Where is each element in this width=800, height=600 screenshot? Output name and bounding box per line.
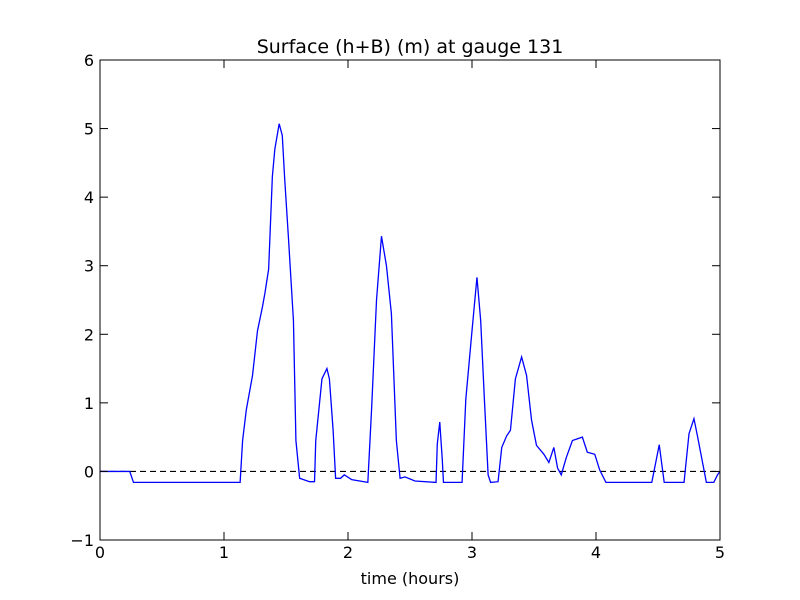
x-axis-label: time (hours) (361, 569, 460, 588)
y-tick-label: 1 (84, 394, 94, 413)
data-line (100, 123, 721, 484)
x-tick-label: 0 (95, 543, 105, 562)
plot-frame (99, 59, 721, 541)
x-tick-label: 2 (343, 543, 353, 562)
x-tick-label: 4 (591, 543, 601, 562)
chart-title: Surface (h+B) (m) at gauge 131 (257, 36, 564, 58)
x-tick-label: 5 (715, 543, 725, 562)
x-tick-label: 1 (219, 543, 229, 562)
y-tick-label: 0 (84, 462, 94, 481)
y-tick-label: 2 (84, 325, 94, 344)
y-tick-label: 4 (84, 188, 94, 207)
y-tick-label: 3 (84, 257, 94, 276)
x-tick-label: 3 (467, 543, 477, 562)
y-tick-label: −1 (70, 531, 94, 550)
y-tick-label: 6 (84, 51, 94, 70)
y-tick-label: 5 (84, 120, 94, 139)
